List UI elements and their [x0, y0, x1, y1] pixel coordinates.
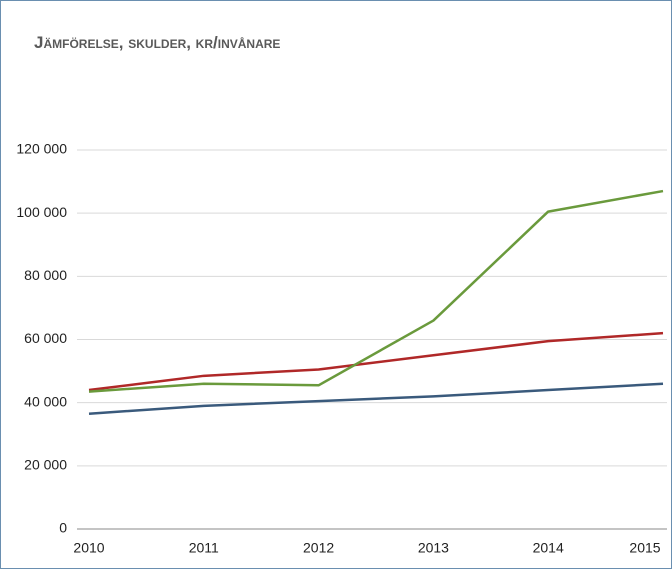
y-tick-label: 60 000: [24, 330, 67, 346]
y-tick-label: 100 000: [16, 204, 67, 220]
line-series: [88, 189, 664, 393]
y-tick-label: 40 000: [24, 393, 67, 409]
line-series: [88, 331, 664, 392]
chart-title: Jämförelse, skulder, kr/invånare: [34, 33, 280, 52]
y-tick-label: 0: [59, 520, 67, 536]
x-tick-label: 2010: [73, 540, 104, 556]
x-tick-label: 2013: [418, 540, 449, 556]
y-tick-label: 20 000: [24, 457, 67, 473]
y-tick-label: 80 000: [24, 267, 67, 283]
x-tick-label: 2014: [533, 540, 564, 556]
line-series: [88, 382, 664, 415]
y-tick-label: 120 000: [16, 141, 67, 157]
x-tick-label: 2012: [303, 540, 334, 556]
x-tick-label: 2011: [189, 540, 219, 556]
x-tick-label: 2015: [629, 540, 660, 556]
